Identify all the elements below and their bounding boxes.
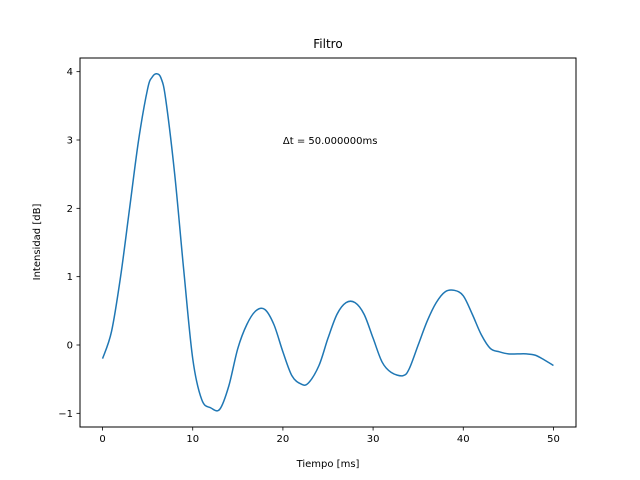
y-tick-label: 1 xyxy=(67,272,73,283)
x-tick-label: 30 xyxy=(367,434,380,445)
x-tick-label: 40 xyxy=(457,434,470,445)
x-tick-label: 50 xyxy=(547,434,560,445)
x-tick-label: 20 xyxy=(277,434,290,445)
y-tick-label: 3 xyxy=(67,136,73,147)
y-axis-label: Intensidad [dB] xyxy=(32,204,43,281)
chart-title: Filtro xyxy=(313,37,342,51)
y-tick-label: −1 xyxy=(58,409,73,420)
series-line xyxy=(101,72,554,412)
plot-frame xyxy=(79,57,577,428)
y-tick-label: 2 xyxy=(67,204,73,215)
delta-t-annotation: Δt = 50.000000ms xyxy=(283,136,378,147)
y-tick-label: 0 xyxy=(67,341,73,352)
x-axis-label: Tiempo [ms] xyxy=(296,459,360,470)
x-tick-label: 10 xyxy=(186,434,199,445)
y-tick-label: 4 xyxy=(67,67,73,78)
x-tick-label: 0 xyxy=(99,434,105,445)
